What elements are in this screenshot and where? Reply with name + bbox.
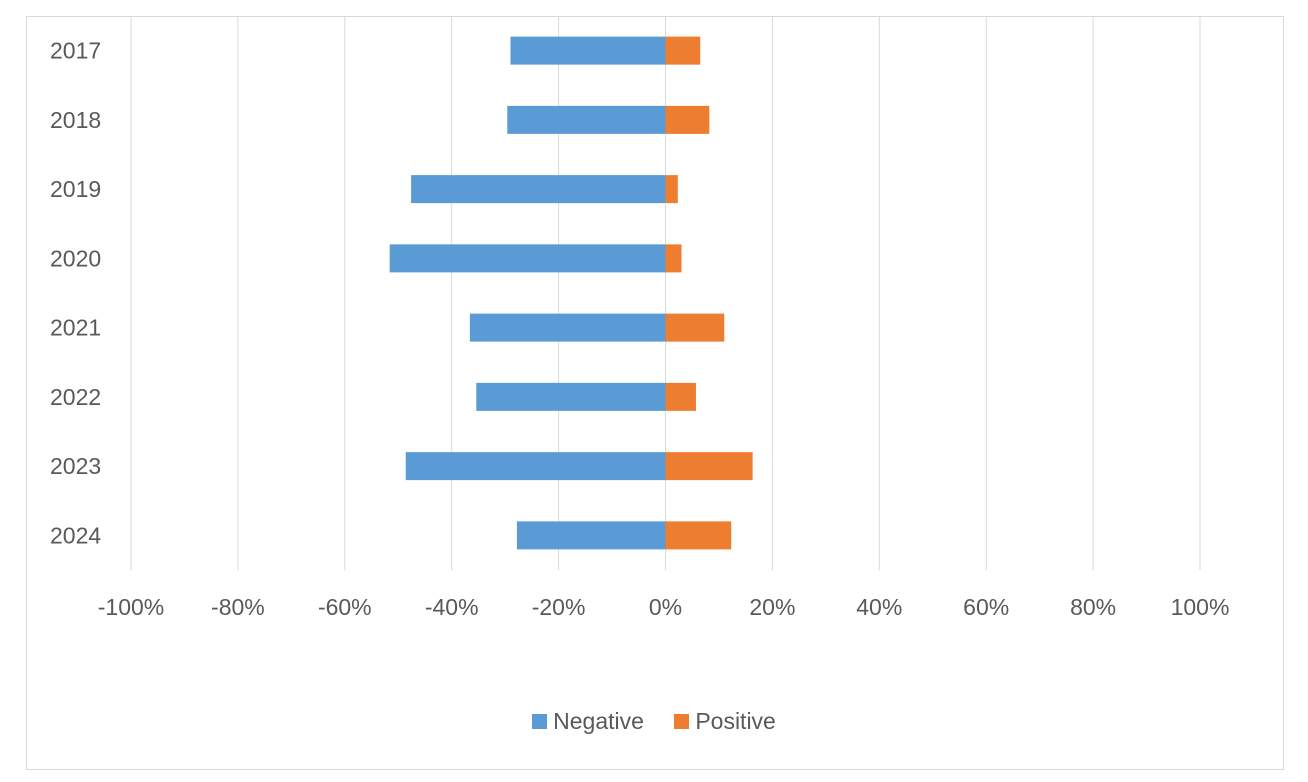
legend-item-positive: Positive: [674, 708, 776, 735]
bar-negative-2023: [405, 452, 666, 481]
legend-swatch-positive: [674, 714, 690, 729]
category-label: 2017: [50, 38, 101, 64]
bar-positive-2021: [665, 313, 725, 342]
bar-negative-2020: [389, 244, 666, 273]
bar-positive-2018: [665, 105, 710, 134]
legend-item-negative: Negative: [532, 708, 644, 735]
legend-label-positive: Positive: [695, 708, 776, 734]
x-tick-label: 40%: [856, 594, 902, 620]
bar-positive-2022: [665, 382, 696, 411]
bar-positive-2024: [665, 521, 732, 550]
x-tick-label: 100%: [1171, 594, 1230, 620]
x-tick-label: -40%: [425, 594, 479, 620]
x-tick-label: 0%: [649, 594, 682, 620]
x-tick-label: -60%: [318, 594, 372, 620]
bar-negative-2018: [507, 105, 666, 134]
bar-negative-2024: [516, 521, 666, 550]
bar-positive-2023: [665, 452, 753, 481]
x-tick-label: 20%: [749, 594, 795, 620]
bar-negative-2019: [411, 175, 666, 204]
category-label: 2020: [50, 245, 101, 271]
bar-negative-2022: [476, 382, 666, 411]
bar-negative-2021: [469, 313, 666, 342]
x-tick-label: -100%: [98, 594, 164, 620]
x-tick-label: 80%: [1070, 594, 1116, 620]
x-tick-label: 60%: [963, 594, 1009, 620]
legend: Negative Positive: [0, 708, 1308, 735]
bar-positive-2017: [665, 36, 701, 65]
bar-positive-2019: [665, 175, 678, 204]
category-label: 2023: [50, 453, 101, 479]
category-label: 2024: [50, 522, 101, 548]
bar-positive-2020: [665, 244, 682, 273]
legend-label-negative: Negative: [553, 708, 644, 734]
category-label: 2021: [50, 315, 101, 341]
category-label: 2019: [50, 176, 101, 202]
bar-negative-2017: [510, 36, 666, 65]
category-label: 2022: [50, 384, 101, 410]
category-label: 2018: [50, 107, 101, 133]
x-tick-label: -20%: [532, 594, 586, 620]
legend-swatch-negative: [532, 714, 548, 729]
x-tick-label: -80%: [211, 594, 265, 620]
